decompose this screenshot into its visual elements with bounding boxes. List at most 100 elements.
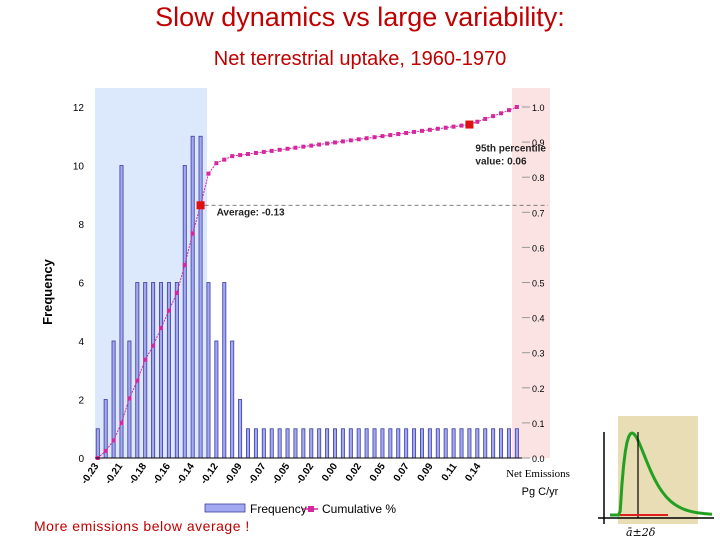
cumulative-point	[119, 420, 124, 425]
cumulative-point	[388, 133, 393, 138]
cumulative-point	[427, 127, 432, 132]
frequency-bar	[348, 428, 353, 459]
x-tick-label: 0.14	[463, 461, 483, 484]
frequency-bar	[222, 282, 227, 459]
cumulative-point	[380, 134, 385, 139]
frequency-bar	[396, 428, 401, 459]
frequency-bar	[451, 428, 456, 459]
cumulative-point	[111, 438, 116, 443]
frequency-bar	[475, 428, 480, 459]
cumulative-point	[514, 105, 519, 109]
cumulative-point	[340, 139, 345, 144]
cumulative-point	[293, 145, 298, 150]
frequency-bar	[151, 282, 156, 459]
x-tick-label: 0.07	[392, 461, 412, 484]
cumulative-point	[103, 448, 108, 453]
y-tick-label: 12	[73, 103, 85, 114]
x-tick-label: 0.11	[440, 461, 460, 483]
cumulative-point	[499, 111, 504, 116]
percentile-marker	[465, 120, 474, 129]
frequency-bar	[412, 428, 417, 459]
frequency-bar	[230, 340, 235, 459]
average-marker	[196, 201, 205, 210]
frequency-bar	[506, 428, 511, 459]
frequency-bar	[238, 399, 243, 459]
cumulative-point	[127, 396, 132, 401]
cumulative-point	[419, 128, 424, 133]
y2-tick-label: 0.3	[532, 349, 545, 359]
frequency-bar	[246, 428, 250, 459]
cumulative-point	[246, 152, 251, 157]
frequency-bar	[404, 428, 409, 459]
cumulative-point	[443, 125, 448, 130]
frequency-bar	[174, 282, 179, 459]
cumulative-point	[364, 136, 369, 141]
cumulative-point	[166, 308, 171, 313]
cumulative-point	[143, 357, 148, 362]
cumulative-point	[404, 130, 409, 135]
frequency-bar	[317, 428, 322, 459]
frequency-bar	[514, 428, 519, 459]
cumulative-point	[325, 141, 330, 146]
x-tick-label: 0.02	[344, 461, 364, 484]
frequency-bar	[301, 428, 306, 459]
x-tick-label: -0.18	[127, 461, 149, 486]
cumulative-point	[412, 129, 417, 134]
frequency-bar	[198, 135, 203, 459]
frequency-bar	[427, 428, 432, 459]
frequency-bar	[356, 428, 361, 459]
y2-tick-label: 1.0	[532, 103, 545, 113]
x-tick-label: -0.02	[294, 461, 316, 486]
frequency-bar	[309, 428, 314, 459]
x-tick-label: -0.21	[103, 461, 125, 486]
frequency-bar	[182, 165, 187, 459]
x-tick-label: -0.05	[270, 461, 292, 486]
distribution-inset: ā±2δ	[598, 416, 714, 539]
frequency-bar	[435, 428, 440, 459]
x-axis-label: Net Emissions	[506, 468, 570, 480]
right-shaded-region	[512, 88, 550, 458]
y-tick-label: 8	[78, 220, 84, 231]
y-tick-label: 6	[78, 279, 84, 290]
y2-tick-label: 0.0	[532, 454, 545, 464]
x-tick-label: 0.05	[368, 461, 388, 484]
x-tick-label: -0.09	[223, 461, 245, 486]
cumulative-point	[459, 123, 464, 128]
frequency-bar	[364, 428, 369, 459]
y-tick-label: 4	[78, 337, 84, 348]
frequency-bar	[261, 428, 266, 459]
x-tick-label: -0.14	[175, 461, 197, 486]
percentile-annotation-line2: value: 0.06	[475, 157, 527, 168]
frequency-bar	[443, 428, 448, 459]
frequency-bar	[277, 428, 282, 459]
cumulative-point	[277, 147, 282, 152]
frequency-bar	[499, 428, 504, 459]
frequency-bar	[206, 282, 211, 459]
cumulative-point	[285, 146, 290, 151]
frequency-bar	[190, 135, 195, 459]
cumulative-point	[206, 171, 211, 176]
y-axis-label: Frequency	[40, 258, 55, 325]
y2-tick-label: 0.2	[532, 384, 545, 394]
cumulative-point	[269, 148, 274, 153]
frequency-bar	[467, 428, 472, 459]
legend-frequency-swatch	[204, 503, 246, 513]
y2-tick-label: 0.4	[532, 314, 545, 324]
cumulative-point	[174, 291, 179, 296]
frequency-bar	[325, 428, 330, 459]
cumulative-point	[135, 378, 140, 383]
y2-tick-label: 0.8	[532, 173, 545, 183]
x-tick-label: -0.07	[246, 461, 268, 486]
frequency-bar	[483, 428, 488, 459]
cumulative-point	[348, 138, 353, 143]
inset-density-curve	[610, 431, 713, 517]
cumulative-point	[372, 135, 377, 140]
cumulative-point	[301, 144, 306, 149]
frequency-bar	[214, 340, 219, 459]
frequency-bar	[293, 428, 298, 459]
cumulative-point	[214, 161, 219, 166]
frequency-bar	[459, 428, 464, 459]
legend-frequency-label: Frequency	[250, 502, 307, 516]
x-tick-label: 0.09	[416, 461, 436, 484]
